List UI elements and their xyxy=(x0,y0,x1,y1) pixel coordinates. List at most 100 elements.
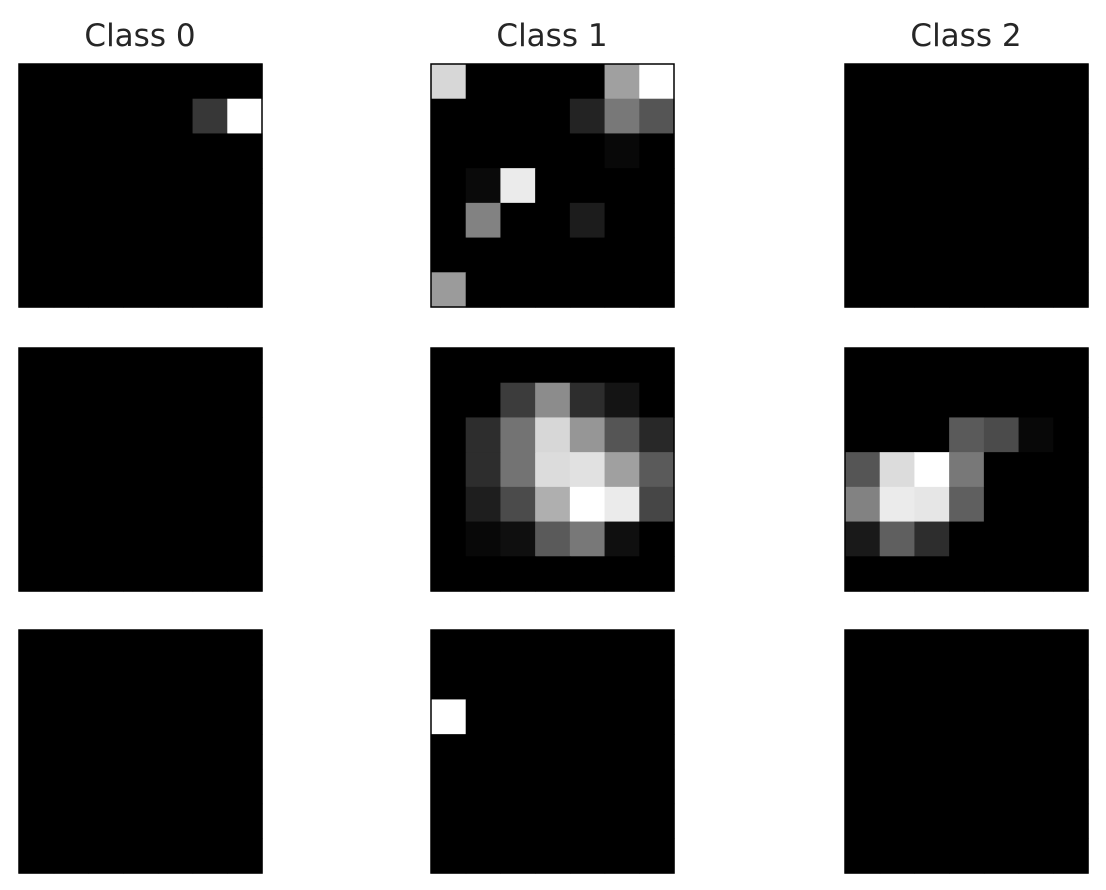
heatmap-cell xyxy=(535,202,571,239)
heatmap-cell xyxy=(604,133,640,169)
heatmap-cell xyxy=(19,521,55,557)
heatmap-cell xyxy=(500,521,536,557)
heatmap-cell xyxy=(500,348,536,384)
heatmap-cell xyxy=(949,272,985,308)
heatmap-cell xyxy=(604,237,640,273)
heatmap-cell xyxy=(1018,272,1054,308)
heatmap-cell xyxy=(157,734,194,770)
heatmap-cell xyxy=(1053,133,1089,169)
heatmap-cell xyxy=(500,803,536,839)
heatmap-cell xyxy=(500,133,536,169)
heatmap-cell xyxy=(845,202,881,239)
heatmap-cell xyxy=(639,734,675,770)
heatmap-cell xyxy=(1053,486,1089,523)
heatmap-cell xyxy=(123,734,159,770)
heatmap-cell xyxy=(123,417,159,453)
heatmap-cell xyxy=(227,98,263,135)
heatmap-cell xyxy=(639,630,675,666)
heatmap-cell xyxy=(88,734,124,770)
heatmap-cell xyxy=(500,556,536,592)
heatmap-cell xyxy=(535,382,571,419)
heatmap-cell xyxy=(431,64,467,100)
heatmap-cell xyxy=(88,521,124,557)
heatmap-cell xyxy=(431,664,467,701)
heatmap-cell xyxy=(88,417,124,453)
heatmap-cell xyxy=(431,630,467,666)
heatmap-cell xyxy=(157,486,194,523)
heatmap-cell xyxy=(1018,237,1054,273)
heatmap-cell xyxy=(500,98,536,135)
heatmap-cell xyxy=(500,417,536,453)
heatmap-cell xyxy=(569,272,606,308)
heatmap-cell xyxy=(1018,521,1054,557)
heatmap-cell xyxy=(431,699,467,735)
heatmap-cell xyxy=(1018,417,1054,453)
heatmap-cell xyxy=(983,699,1020,735)
heatmap-cell xyxy=(19,768,55,805)
heatmap-cell xyxy=(604,521,640,557)
heatmap-cell xyxy=(465,417,502,453)
heatmap-cell xyxy=(227,521,263,557)
heatmap-cell xyxy=(88,556,124,592)
heatmap-cell xyxy=(500,272,536,308)
heatmap-cell xyxy=(949,64,985,100)
heatmap-cell xyxy=(569,486,606,523)
heatmap-cell xyxy=(639,521,675,557)
heatmap-cell xyxy=(914,382,950,419)
heatmap-cell xyxy=(914,133,950,169)
heatmap-cell xyxy=(949,699,985,735)
heatmap-cell xyxy=(1053,237,1089,273)
heatmap-cell xyxy=(1018,452,1054,488)
heatmap-cell xyxy=(123,486,159,523)
heatmap-panel-r0-c2 xyxy=(844,63,1089,308)
heatmap-cell xyxy=(465,237,502,273)
heatmap-cell xyxy=(879,699,916,735)
heatmap-cell xyxy=(535,237,571,273)
heatmap-cell xyxy=(53,382,90,419)
heatmap-cell xyxy=(914,202,950,239)
heatmap-cell xyxy=(465,664,502,701)
heatmap-cell xyxy=(500,768,536,805)
heatmap-cell xyxy=(914,417,950,453)
heatmap-cell xyxy=(53,202,90,239)
heatmap-cell xyxy=(123,133,159,169)
heatmap-cell xyxy=(1018,98,1054,135)
heatmap-cell xyxy=(227,803,263,839)
heatmap-cell xyxy=(88,133,124,169)
heatmap-cell xyxy=(53,734,90,770)
heatmap-cell xyxy=(879,168,916,204)
heatmap-cell xyxy=(53,133,90,169)
heatmap-cell xyxy=(157,98,194,135)
heatmap-cell xyxy=(639,64,675,100)
heatmap-cell xyxy=(465,133,502,169)
heatmap-cell xyxy=(431,98,467,135)
heatmap-cell xyxy=(569,838,606,874)
heatmap-cell xyxy=(53,272,90,308)
heatmap-cell xyxy=(431,486,467,523)
heatmap-cell xyxy=(227,133,263,169)
heatmap-cell xyxy=(431,838,467,874)
heatmap-cell xyxy=(604,768,640,805)
heatmap-cell xyxy=(569,664,606,701)
heatmap-cell xyxy=(431,803,467,839)
heatmap-cell xyxy=(465,486,502,523)
heatmap-cell xyxy=(465,272,502,308)
heatmap-cell xyxy=(845,630,881,666)
heatmap-cell xyxy=(914,556,950,592)
heatmap-cell xyxy=(535,803,571,839)
heatmap-cell xyxy=(983,348,1020,384)
heatmap-cell xyxy=(949,768,985,805)
heatmap-cell xyxy=(500,734,536,770)
heatmap-panel-r1-c0 xyxy=(18,347,263,592)
heatmap-cell xyxy=(123,664,159,701)
heatmap-cell xyxy=(192,417,228,453)
heatmap-cell xyxy=(157,556,194,592)
heatmap-cell xyxy=(604,382,640,419)
heatmap-cell xyxy=(19,348,55,384)
heatmap-cell xyxy=(431,272,467,308)
heatmap-cell xyxy=(465,64,502,100)
heatmap-cell xyxy=(227,202,263,239)
heatmap-cell xyxy=(879,838,916,874)
heatmap-cell xyxy=(639,556,675,592)
heatmap-cell xyxy=(88,630,124,666)
